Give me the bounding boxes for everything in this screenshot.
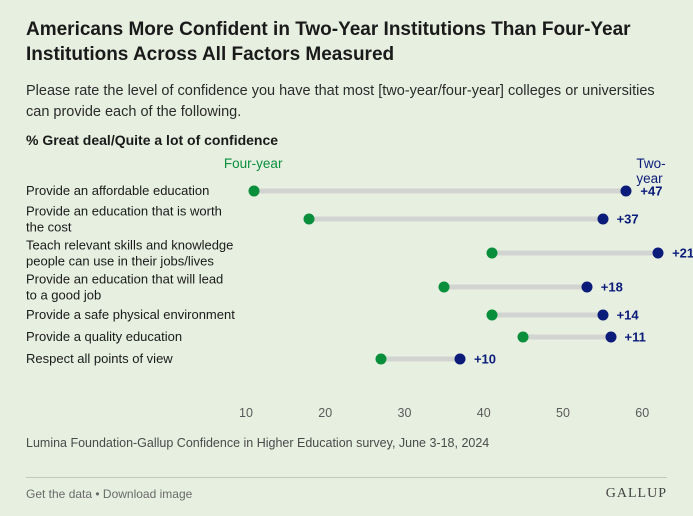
chart-row: Provide a safe physical environment +14 xyxy=(26,304,666,326)
diff-label: +37 xyxy=(617,211,639,226)
footer-links[interactable]: Get the data • Download image xyxy=(26,487,192,501)
diff-label: +18 xyxy=(601,279,623,294)
four-year-dot xyxy=(375,353,386,364)
diff-label: +10 xyxy=(474,351,496,366)
chart-source: Lumina Foundation-Gallup Confidence in H… xyxy=(26,436,667,450)
two-year-dot xyxy=(653,247,664,258)
two-year-dot xyxy=(597,309,608,320)
x-axis-tick: 30 xyxy=(398,406,412,420)
connector-line xyxy=(309,216,602,221)
chart-row: Provide an education that will lead to a… xyxy=(26,270,666,304)
chart-row: Provide an education that is worth the c… xyxy=(26,202,666,236)
x-axis-tick: 40 xyxy=(477,406,491,420)
diff-label: +21 xyxy=(672,245,693,260)
connector-line xyxy=(492,250,658,255)
connector-line xyxy=(523,334,610,339)
two-year-dot xyxy=(605,331,616,342)
dot-plot-chart: Four-year Two-year Provide an affordable… xyxy=(26,156,666,426)
diff-label: +14 xyxy=(617,307,639,322)
four-year-dot xyxy=(304,213,315,224)
row-label: Teach relevant skills and knowledge peop… xyxy=(26,237,236,268)
gallup-logo: GALLUP xyxy=(606,486,667,502)
chart-row: Teach relevant skills and knowledge peop… xyxy=(26,236,666,270)
four-year-dot xyxy=(439,281,450,292)
chart-title: Americans More Confident in Two-Year Ins… xyxy=(26,18,667,67)
connector-line xyxy=(444,284,587,289)
row-label: Provide a safe physical environment xyxy=(26,307,236,323)
diff-label: +11 xyxy=(625,329,646,344)
four-year-dot xyxy=(486,247,497,258)
four-year-dot xyxy=(518,331,529,342)
legend-four-year: Four-year xyxy=(224,156,283,171)
two-year-dot xyxy=(621,185,632,196)
x-axis-tick: 60 xyxy=(635,406,649,420)
diff-label: +47 xyxy=(640,183,662,198)
x-axis-tick: 20 xyxy=(318,406,332,420)
chart-subtitle: Please rate the level of confidence you … xyxy=(26,81,667,122)
x-axis-tick: 10 xyxy=(239,406,253,420)
x-axis-tick: 50 xyxy=(556,406,570,420)
chart-metric-label: % Great deal/Quite a lot of confidence xyxy=(26,132,667,148)
row-label: Provide an education that will lead to a… xyxy=(26,271,236,302)
row-label: Provide an education that is worth the c… xyxy=(26,203,236,234)
chart-row: Respect all points of view +10 xyxy=(26,348,666,370)
two-year-dot xyxy=(597,213,608,224)
four-year-dot xyxy=(248,185,259,196)
connector-line xyxy=(254,188,626,193)
two-year-dot xyxy=(581,281,592,292)
chart-row: Provide an affordable education +47 xyxy=(26,180,666,202)
connector-line xyxy=(492,312,603,317)
connector-line xyxy=(381,356,460,361)
row-label: Respect all points of view xyxy=(26,351,236,367)
four-year-dot xyxy=(486,309,497,320)
row-label: Provide an affordable education xyxy=(26,183,236,199)
two-year-dot xyxy=(454,353,465,364)
chart-row: Provide a quality education +11 xyxy=(26,326,666,348)
row-label: Provide a quality education xyxy=(26,329,236,345)
